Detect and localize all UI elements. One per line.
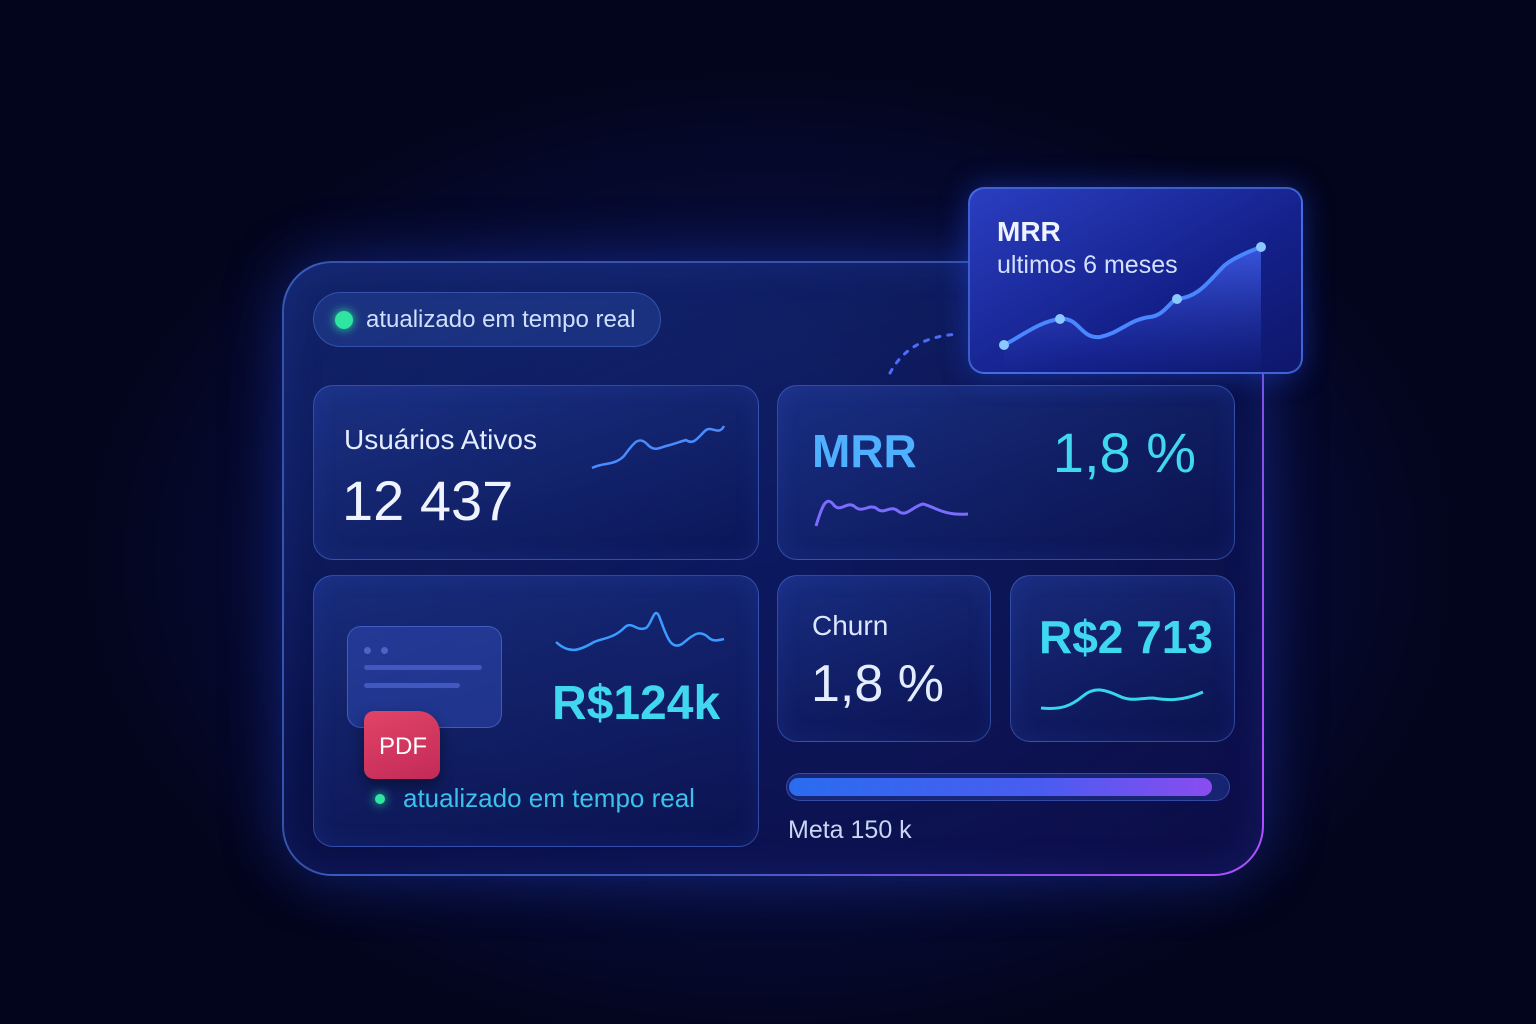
ticket-card[interactable]: R$2 713	[1010, 575, 1235, 742]
chart-point	[1256, 242, 1266, 252]
pdf-badge-label: PDF	[379, 733, 427, 760]
active-users-value: 12 437	[342, 469, 514, 532]
goal-progress-fill	[789, 778, 1212, 796]
chart-point	[1055, 314, 1065, 324]
active-users-sparkline	[591, 425, 726, 470]
live-dot-icon	[375, 794, 385, 804]
goal-progress-bar	[786, 773, 1230, 801]
churn-value: 1,8 %	[811, 655, 944, 713]
revenue-status: atualizado em tempo real	[403, 783, 695, 813]
ticket-value: R$2 713	[1039, 611, 1213, 663]
mrr-label: MRR	[812, 425, 917, 477]
mrr-popup-title: MRR	[997, 216, 1061, 247]
mrr-popup-card[interactable]: MRR ultimos 6 meses	[968, 187, 1303, 376]
live-status-pill: atualizado em tempo real	[313, 292, 661, 347]
mrr-value: 1,8 %	[1052, 421, 1196, 484]
chart-point	[999, 340, 1009, 350]
ticket-sparkline	[1040, 688, 1204, 710]
mrr-popup-subtitle: ultimos 6 meses	[997, 251, 1178, 279]
pdf-file-icon[interactable]: PDF	[364, 711, 440, 779]
churn-card[interactable]: Churn 1,8 %	[777, 575, 991, 742]
active-users-label: Usuários Ativos	[344, 424, 537, 455]
goal-label: Meta 150 k	[788, 816, 912, 844]
mrr-card[interactable]: MRR 1,8 %	[777, 385, 1235, 560]
revenue-card[interactable]: PDF R$124k atualizado em tempo real	[313, 575, 759, 847]
revenue-value: R$124k	[552, 677, 721, 730]
mrr-sparkline	[814, 499, 969, 527]
churn-label: Churn	[812, 610, 889, 641]
live-status-label: atualizado em tempo real	[366, 306, 636, 333]
active-users-card[interactable]: Usuários Ativos 12 437	[313, 385, 759, 560]
mrr-6-month-chart	[999, 242, 1266, 376]
chart-point	[1172, 294, 1182, 304]
revenue-sparkline	[555, 611, 725, 652]
live-dot-icon	[335, 311, 353, 329]
